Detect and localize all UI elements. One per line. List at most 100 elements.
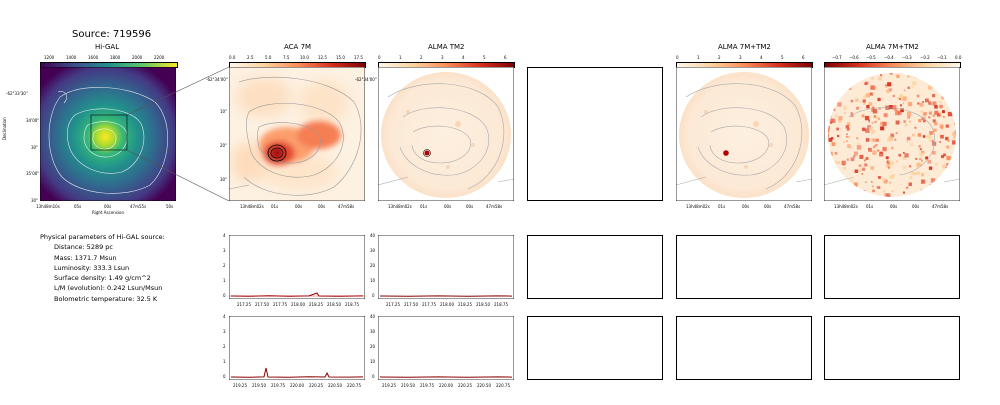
colorbar-tick: 5	[781, 55, 784, 60]
residual-speckle	[928, 111, 932, 115]
spectrum-xtick: 217.50	[404, 302, 418, 307]
residual-speckle	[939, 141, 941, 143]
colorbar-tick: 1	[697, 55, 700, 60]
residual-speckle	[884, 193, 889, 197]
spectrum-aca-row1	[229, 235, 365, 299]
colorbar-tick: 1200	[44, 55, 55, 60]
spectrum-xtick: 220.00	[439, 383, 453, 388]
tm2-colorbar-ticks: 0 1 2 3 4 5 6	[378, 55, 513, 61]
residual-speckle	[873, 145, 876, 147]
residual-speckle	[854, 169, 859, 173]
spectrum-tm2-row1	[378, 235, 514, 299]
residual-speckle	[896, 74, 900, 78]
residual-speckle	[868, 119, 870, 122]
residual-speckle	[934, 110, 939, 115]
aca-ytick: 20"	[220, 143, 227, 148]
residual-speckle	[903, 89, 906, 92]
residual-speckle	[889, 175, 894, 179]
residual-speckle	[919, 152, 924, 157]
residual-speckle	[943, 115, 945, 118]
residual-speckle	[830, 121, 833, 124]
aca-map	[229, 67, 365, 201]
residual-speckle	[895, 160, 898, 163]
residual-speckle	[932, 114, 935, 117]
residual-speckle	[932, 151, 936, 155]
colorbar-tick: 15.0	[336, 55, 345, 60]
colorbar-tick: −0.1	[937, 55, 947, 60]
residual-speckle	[894, 108, 898, 112]
residual-speckle	[906, 136, 911, 141]
residual-speckle	[882, 178, 886, 182]
spectrum-xtick: 218.00	[440, 302, 454, 307]
residual-speckle	[921, 180, 925, 184]
residual-speckle	[902, 96, 907, 101]
higal-ytick: 35'00"	[26, 171, 40, 176]
residual-speckle	[868, 121, 870, 123]
higal-xlabel: Right Ascension	[92, 210, 124, 215]
spectrum-xtick: 218.75	[494, 302, 508, 307]
spectrum-ytick: 0	[223, 293, 226, 298]
residual-speckle	[886, 163, 891, 168]
residual-speckle	[832, 108, 836, 111]
empty-spectrum-panel	[824, 235, 960, 299]
residual-speckle	[903, 151, 905, 154]
combined-xtick: 00s	[742, 204, 750, 209]
residual-speckle	[836, 127, 839, 131]
higal-xtick: 05s	[74, 204, 82, 209]
column-title-higal: Hi-GAL	[95, 43, 120, 51]
residual-speckle	[933, 128, 937, 132]
residual-speckle	[864, 116, 870, 121]
residual-speckle	[895, 111, 900, 116]
residual-speckle	[861, 173, 864, 175]
residual-speckle	[902, 156, 907, 160]
spectrum-ytick: 40	[370, 233, 376, 238]
residual-speckle	[846, 127, 850, 131]
spectrum-xtick: 219.50	[401, 383, 415, 388]
colorbar-tick: 1	[399, 55, 402, 60]
aca-xtick: 13h48m02s	[240, 204, 264, 209]
spectrum-ytick: 40	[370, 314, 376, 319]
residual-speckle	[945, 124, 949, 128]
residual-speckle	[892, 105, 897, 110]
residual-speckle	[921, 173, 925, 177]
residual-speckle	[872, 189, 875, 193]
residual-speckle	[909, 176, 912, 179]
residual-speckle	[855, 98, 859, 102]
colorbar-tick: 1600	[88, 55, 99, 60]
residual-speckle	[873, 115, 877, 118]
residual-speckle	[900, 108, 904, 113]
residual-speckle	[895, 132, 898, 134]
residual-speckle	[867, 125, 871, 129]
residual-speckle	[927, 135, 932, 139]
residual-speckle	[928, 85, 933, 90]
residual-speckle	[843, 167, 846, 170]
residual-speckle	[886, 193, 891, 197]
residual-speckle	[870, 166, 875, 170]
tm2-xtick: 00s	[466, 204, 474, 209]
colorbar-tick: 2	[718, 55, 721, 60]
residual-speckle	[913, 172, 917, 176]
residual-speckle	[917, 133, 922, 137]
residual-speckle	[847, 136, 850, 139]
aca-ytick: 10"	[220, 109, 227, 114]
residual-xtick: 01s	[866, 204, 874, 209]
spectrum-xtick: 219.75	[420, 383, 434, 388]
residual-speckle	[878, 176, 881, 179]
spectrum-ytick: 1	[223, 278, 226, 283]
residual-speckle	[952, 131, 956, 136]
spectrum-ytick: 30	[370, 248, 376, 253]
residual-speckle	[904, 123, 908, 127]
residual-speckle	[856, 143, 861, 147]
spectrum-xtick: 219.25	[233, 383, 247, 388]
spectrum-xticks-tm2-row2: 219.25 219.50 219.75 220.00 220.25 220.5…	[382, 383, 512, 389]
residual-speckle	[870, 138, 874, 142]
residual-speckle	[846, 158, 849, 161]
residual-speckle	[877, 97, 881, 102]
residual-speckle	[866, 105, 870, 109]
residual-speckle	[850, 113, 854, 117]
spectrum-aca-row2	[229, 316, 365, 380]
tm2-xtick: 13h48m02s	[388, 204, 412, 209]
residual-speckle	[919, 163, 922, 166]
higal-xtick: 47m55s	[130, 204, 147, 209]
column-title-tm2: ALMA TM2	[428, 43, 465, 51]
